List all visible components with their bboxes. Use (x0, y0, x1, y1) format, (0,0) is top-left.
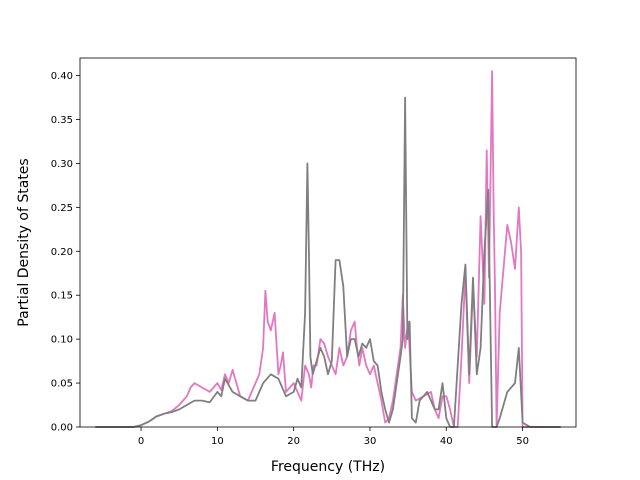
x-tick-label: 10 (211, 436, 224, 447)
y-tick-label: 0.40 (51, 71, 73, 82)
y-tick-label: 0.25 (51, 203, 73, 214)
x-tick-label: 0 (138, 436, 144, 447)
y-tick-label: 0.10 (51, 335, 73, 346)
x-tick-label: 50 (516, 436, 529, 447)
y-axis-ticks: 0.00 0.05 0.10 0.15 0.20 0.25 0.30 0.35 0.40 (51, 71, 80, 434)
x-tick-label: 40 (440, 436, 453, 447)
x-axis-label: Frequency (THz) (271, 459, 385, 475)
x-tick-label: 30 (364, 436, 377, 447)
series-group (95, 70, 561, 428)
x-axis-ticks: 0 10 20 30 40 50 (138, 427, 529, 447)
series-line-1 (95, 96, 561, 428)
plot-area (79, 57, 577, 428)
y-tick-label: 0.30 (51, 159, 73, 170)
axes-frame (79, 57, 577, 428)
y-axis-label: Partial Density of States (16, 158, 32, 326)
y-tick-label: 0.00 (51, 423, 73, 434)
y-tick-label: 0.20 (51, 247, 73, 258)
y-tick-label: 0.05 (51, 379, 73, 390)
y-tick-label: 0.15 (51, 291, 73, 302)
x-tick-label: 20 (287, 436, 300, 447)
y-tick-label: 0.35 (51, 115, 73, 126)
